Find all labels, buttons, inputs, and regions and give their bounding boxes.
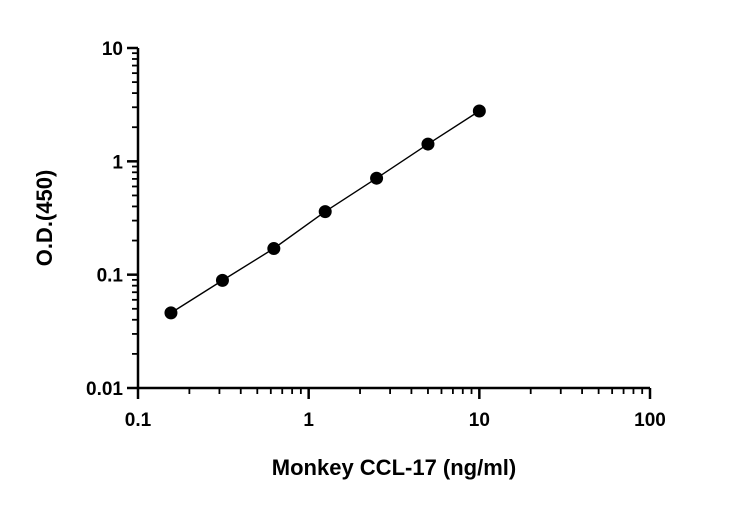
data-point: [318, 205, 332, 219]
y-axis-title: O.D.(450): [32, 170, 57, 267]
data-point: [215, 273, 229, 287]
x-tick-label: 0.1: [125, 410, 152, 431]
y-tick-label: 1: [112, 152, 123, 173]
data-point: [370, 171, 384, 185]
data-point: [472, 104, 486, 118]
x-tick-label: 100: [634, 410, 666, 431]
x-tick-label: 1: [303, 410, 314, 431]
y-tick-label: 0.1: [97, 266, 124, 287]
data-point: [267, 242, 281, 256]
data-point: [164, 306, 178, 320]
axes: [136, 48, 650, 390]
x-tick-label: 10: [469, 410, 490, 431]
y-tick-label: 0.01: [86, 379, 123, 400]
plot-area: [164, 104, 486, 320]
data-point: [421, 137, 435, 151]
x-axis-title: Monkey CCL-17 (ng/ml): [272, 455, 516, 480]
y-tick-label: 10: [102, 39, 123, 60]
